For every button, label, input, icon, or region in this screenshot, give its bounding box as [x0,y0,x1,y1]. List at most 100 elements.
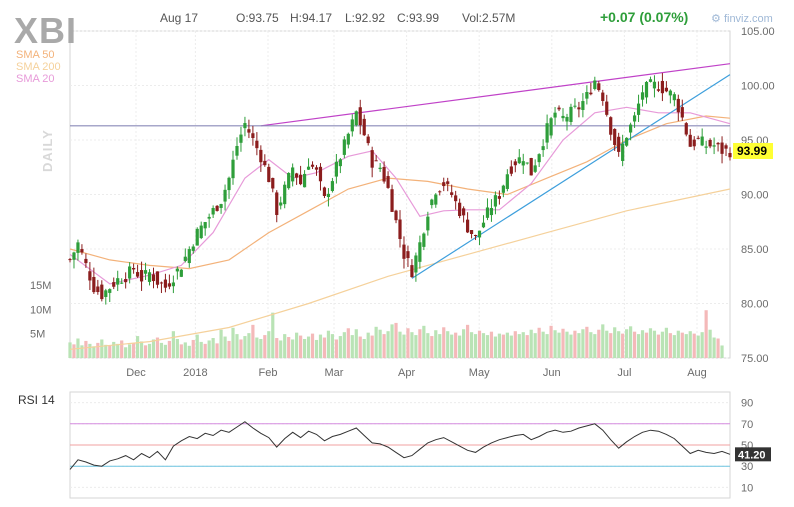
volume-bar [656,334,661,358]
volume-bar [700,332,704,358]
volume-bar [128,344,132,358]
volume-bar [175,338,179,358]
candle-body [589,92,593,95]
sma-50-legend: SMA 50 [16,49,55,61]
volume-bar [549,325,553,358]
candle-body [680,107,684,118]
candle-body [390,189,394,212]
volume-bar [696,335,700,358]
volume-bar [692,333,696,358]
candle-body [454,195,458,202]
candle-body [446,181,450,184]
candle-body [108,289,112,293]
volume-bar [231,327,235,358]
candle-body [139,270,144,282]
volume-bar [247,333,251,358]
volume-bar [100,339,104,358]
candle-body [211,208,215,215]
candle-body [124,279,128,283]
volume-bar [322,337,327,358]
volume-bar [601,324,605,358]
volume-bar [370,335,374,358]
candle-body [609,117,613,135]
candle-body [720,142,724,154]
candle-body [545,123,549,143]
candle-body [358,107,362,126]
candle-body [664,87,668,92]
candle-body [187,249,191,264]
volume-bar [561,328,565,358]
volume-bar [410,332,414,358]
volume-bar [684,334,688,358]
volume-bar [621,333,625,358]
volume-bar [517,334,521,358]
volume-bar [235,334,239,358]
volume-bar [581,329,585,358]
volume-bar [147,343,152,358]
volume-bars [68,310,724,358]
candle-body [84,258,88,264]
volume-bar [215,343,219,358]
candle-body [644,81,649,98]
volume-bar [132,343,136,358]
volume-bar [199,341,203,358]
volume-bar [640,330,645,358]
candle-body [684,123,688,135]
candle-body [553,112,557,118]
candle-body [656,89,661,91]
candle-body [688,134,692,147]
sma-200-line [69,188,731,350]
candle-body [398,219,402,239]
candle-body [676,98,680,113]
volume-bar [382,334,386,358]
candle-body [521,161,525,166]
volume-bar [179,344,183,358]
rsi-tick: 70 [741,419,753,431]
rsi-value-box [735,447,771,462]
candle-body [231,159,235,179]
volume-bar [334,339,338,358]
volume-bar [84,340,88,358]
volume-bar [362,338,366,358]
candlesticks [68,73,732,305]
candle-body [68,259,72,261]
candle-body [660,80,665,94]
candle-body [533,165,537,172]
volume-bar [589,332,593,358]
volume-bar [350,335,354,358]
candle-body [179,269,183,277]
price-tick: 105.00 [741,26,775,38]
volume-bar [505,332,509,358]
candle-body [597,83,601,91]
volume-bar [398,331,402,358]
candle-body [175,268,179,272]
volume-bar [88,343,92,358]
candle-body [450,192,454,195]
candle-body [287,172,291,189]
candle-body [350,119,354,132]
candle-body [636,103,641,115]
candle-body [668,90,672,96]
candle-body [128,266,132,279]
volume-bar [565,331,569,358]
volume-bar [239,339,243,358]
rsi-label: RSI 14 [18,393,55,407]
volume-bar [203,343,207,358]
candle-body [247,129,251,133]
candle-body [632,115,637,122]
date-tick: Mar [325,367,344,379]
candle-body [601,92,605,101]
volume-bar [191,339,195,358]
candle-body [577,107,581,110]
date-tick: May [469,367,490,379]
volume-bar [513,331,517,358]
volume-bar [187,345,191,358]
volume-axis: 15M 10M 5M [30,280,51,341]
volume-bar [450,334,454,358]
volume-bar [613,327,617,358]
candle-body [382,166,386,182]
volume-bar [358,336,362,358]
volume-bar [573,330,577,358]
volume-bar [497,333,501,358]
